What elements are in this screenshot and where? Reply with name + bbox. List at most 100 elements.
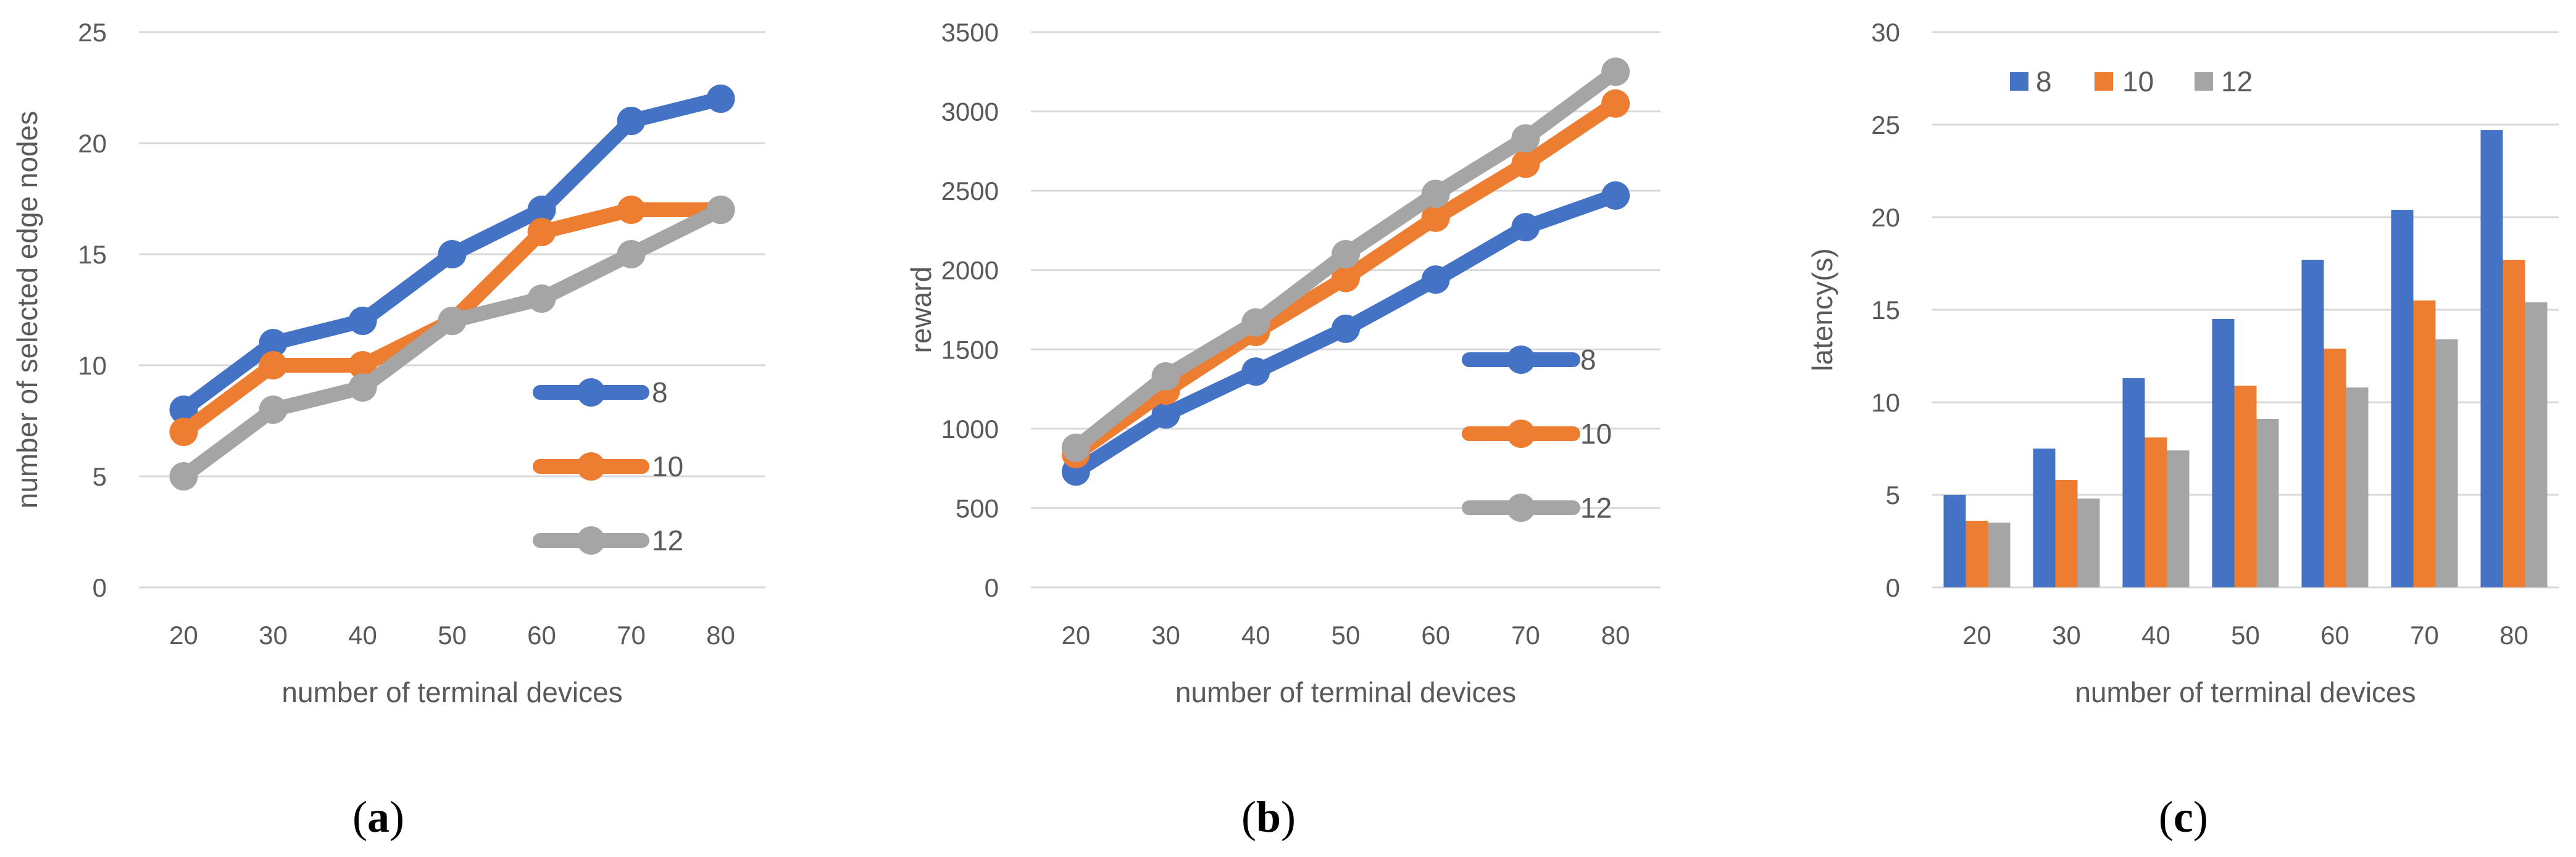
legend-marker-8 [577, 378, 606, 407]
y-tick-label: 2500 [941, 176, 999, 205]
chart-a: 0 5 10 15 20 25 20 30 40 50 60 70 80 number of termin… [11, 18, 765, 708]
x-tick-label: 40 [1241, 621, 1270, 650]
bar-12 [2346, 387, 2369, 587]
data-point-12 [348, 373, 377, 402]
x-tick-label: 30 [2052, 621, 2081, 650]
bar-10 [2055, 480, 2078, 587]
x-tick-label: 60 [2320, 621, 2349, 650]
data-point-8 [1332, 314, 1360, 343]
legend-label-8: 8 [652, 376, 668, 408]
y-tick-label: 1000 [941, 415, 999, 444]
panel-label-c: (c) [2159, 792, 2208, 842]
bar-8 [2212, 319, 2235, 587]
data-point-12 [1332, 240, 1360, 268]
x-tick-label: 50 [1332, 621, 1361, 650]
data-point-12 [1601, 57, 1630, 86]
legend-swatch-8 [2010, 72, 2028, 91]
y-axis-title: reward [905, 267, 937, 354]
legend-label-12: 12 [2221, 65, 2253, 97]
data-point-8 [1421, 265, 1450, 294]
bar-10 [2413, 300, 2436, 587]
x-tick-label: 20 [1061, 621, 1090, 650]
bar-8 [1943, 495, 1966, 587]
x-tick-label: 70 [1511, 621, 1540, 650]
data-point-8 [617, 107, 646, 135]
legend-marker-12 [577, 526, 606, 555]
legend-marker-10 [1507, 420, 1535, 448]
bar-12 [1988, 523, 2011, 587]
bar-12 [2077, 499, 2100, 587]
legend-swatch-10 [2095, 72, 2113, 91]
y-tick-label: 3000 [941, 97, 999, 126]
x-tick-label: 20 [1962, 621, 1991, 650]
bar-10 [1965, 521, 1988, 587]
y-tick-label: 25 [78, 18, 107, 47]
x-tick-label: 60 [1421, 621, 1450, 650]
data-point-12 [438, 307, 467, 335]
data-point-8 [527, 196, 556, 224]
y-axis-title: number of selected edge nodes [11, 111, 43, 508]
x-tick-label: 40 [348, 621, 377, 650]
data-point-10 [169, 418, 198, 446]
y-tick-label: 15 [1871, 296, 1900, 325]
y-tick-label: 5 [93, 462, 107, 491]
x-tick-label: 80 [1601, 621, 1630, 650]
data-point-8 [259, 329, 288, 357]
data-point-10 [1511, 149, 1540, 178]
legend-label-12: 12 [1580, 492, 1612, 524]
y-tick-label: 10 [78, 351, 107, 380]
bar-8 [2301, 260, 2324, 587]
x-tick-label: 60 [527, 621, 556, 650]
legend-label-10: 10 [1580, 418, 1612, 450]
bar-10 [2324, 349, 2346, 587]
data-point-10 [1601, 89, 1630, 118]
x-tick-label: 80 [2499, 621, 2528, 650]
data-point-8 [438, 240, 467, 268]
y-tick-label: 500 [956, 494, 999, 523]
legend-label-10: 10 [652, 450, 683, 482]
data-point-8 [1601, 181, 1630, 210]
bar-12 [2256, 419, 2279, 587]
data-point-8 [706, 85, 735, 113]
bar-8 [2480, 130, 2503, 587]
y-tick-label: 20 [78, 129, 107, 158]
legend-label-8: 8 [1580, 344, 1596, 376]
data-point-12 [706, 196, 735, 224]
x-tick-label: 80 [706, 621, 735, 650]
data-point-12 [617, 240, 646, 268]
bar-12 [2167, 450, 2190, 587]
y-tick-label: 0 [93, 573, 107, 602]
data-point-10 [348, 351, 377, 379]
y-tick-label: 20 [1871, 203, 1900, 232]
x-tick-label: 50 [2231, 621, 2260, 650]
y-tick-label: 0 [1886, 573, 1900, 602]
bar-8 [2391, 210, 2414, 587]
bar-8 [2033, 449, 2056, 587]
y-tick-label: 3500 [941, 18, 999, 47]
data-point-12 [1511, 124, 1540, 153]
data-point-10 [527, 218, 556, 246]
data-point-8 [169, 395, 198, 424]
bar-10 [2503, 260, 2525, 587]
x-tick-label: 40 [2141, 621, 2170, 650]
data-point-8 [1511, 213, 1540, 242]
chart-c: 0 5 10 15 20 25 30 20 30 40 50 60 70 80 number of term… [1806, 18, 2559, 708]
bar-8 [2122, 378, 2145, 587]
x-axis-title: number of terminal devices [1175, 676, 1516, 708]
x-axis-title: number of terminal devices [2075, 676, 2416, 708]
x-tick-label: 50 [438, 621, 467, 650]
legend-swatch-12 [2195, 72, 2213, 91]
bar-10 [2145, 437, 2167, 587]
x-tick-label: 70 [2410, 621, 2439, 650]
data-point-12 [1421, 180, 1450, 209]
y-tick-label: 25 [1871, 110, 1900, 139]
data-point-12 [1241, 308, 1270, 337]
x-tick-label: 30 [1151, 621, 1180, 650]
data-point-10 [259, 351, 288, 379]
data-point-8 [348, 307, 377, 335]
data-point-12 [527, 284, 556, 313]
bar-10 [2234, 386, 2257, 587]
data-point-12 [259, 395, 288, 424]
